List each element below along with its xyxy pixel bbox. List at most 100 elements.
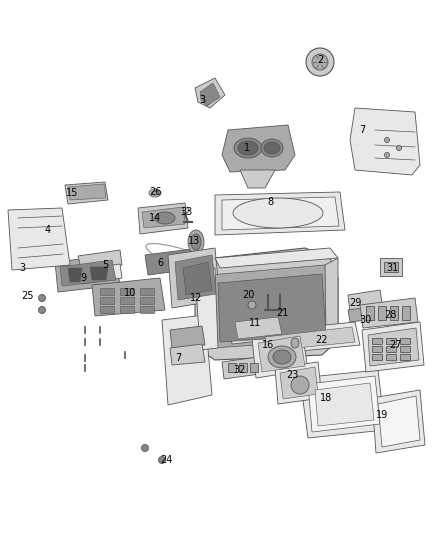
Text: 20: 20 <box>242 290 254 300</box>
Polygon shape <box>210 265 330 348</box>
Polygon shape <box>170 344 205 365</box>
Ellipse shape <box>385 152 389 157</box>
Text: 9: 9 <box>80 273 86 283</box>
Ellipse shape <box>248 301 256 309</box>
Text: 22: 22 <box>316 335 328 345</box>
Text: 7: 7 <box>175 353 181 363</box>
Bar <box>120 288 134 295</box>
Text: 12: 12 <box>190 293 202 303</box>
Ellipse shape <box>183 207 189 213</box>
Polygon shape <box>378 396 420 447</box>
Polygon shape <box>308 376 380 432</box>
Ellipse shape <box>39 306 46 313</box>
Ellipse shape <box>149 189 161 197</box>
Polygon shape <box>240 170 275 188</box>
Polygon shape <box>348 303 400 322</box>
Bar <box>400 354 410 360</box>
Text: 15: 15 <box>66 188 78 198</box>
Polygon shape <box>265 327 355 351</box>
Ellipse shape <box>385 138 389 142</box>
Bar <box>100 306 114 313</box>
Polygon shape <box>222 125 295 172</box>
Polygon shape <box>68 184 106 200</box>
Text: 3: 3 <box>19 263 25 273</box>
Text: 21: 21 <box>276 308 288 318</box>
Polygon shape <box>90 267 108 280</box>
Text: 19: 19 <box>376 410 388 420</box>
Polygon shape <box>65 182 108 204</box>
Bar <box>239 363 247 372</box>
Bar <box>250 363 258 372</box>
Polygon shape <box>170 326 205 348</box>
Text: 28: 28 <box>384 310 396 320</box>
Text: 6: 6 <box>157 258 163 268</box>
Ellipse shape <box>312 54 328 70</box>
Polygon shape <box>300 370 385 438</box>
Bar <box>120 297 134 304</box>
Bar <box>400 338 410 344</box>
Polygon shape <box>138 203 188 234</box>
Text: 29: 29 <box>349 298 361 308</box>
Bar <box>390 306 398 320</box>
Polygon shape <box>368 328 419 366</box>
Bar <box>378 306 386 320</box>
Ellipse shape <box>233 198 323 228</box>
Text: 31: 31 <box>386 263 398 273</box>
Polygon shape <box>258 322 360 355</box>
Polygon shape <box>142 207 185 228</box>
Text: 23: 23 <box>286 370 298 380</box>
Bar <box>380 258 402 276</box>
Ellipse shape <box>141 445 148 451</box>
Polygon shape <box>372 390 425 453</box>
Polygon shape <box>195 248 338 360</box>
Polygon shape <box>348 290 383 312</box>
Polygon shape <box>215 248 338 268</box>
Polygon shape <box>275 362 322 404</box>
Bar <box>100 297 114 304</box>
Polygon shape <box>258 336 305 372</box>
Bar <box>372 346 382 352</box>
Polygon shape <box>195 268 218 350</box>
Bar <box>386 338 396 344</box>
Ellipse shape <box>155 212 175 224</box>
Polygon shape <box>228 312 285 344</box>
Bar <box>366 306 374 320</box>
Polygon shape <box>162 315 212 405</box>
Bar <box>400 346 410 352</box>
Polygon shape <box>200 83 220 106</box>
Text: 4: 4 <box>45 225 51 235</box>
Text: 18: 18 <box>320 393 332 403</box>
Bar <box>386 346 396 352</box>
Bar <box>384 262 398 272</box>
Ellipse shape <box>261 139 283 157</box>
Polygon shape <box>350 108 420 175</box>
Polygon shape <box>195 78 225 108</box>
Polygon shape <box>315 383 374 426</box>
Text: 10: 10 <box>124 288 136 298</box>
Polygon shape <box>250 280 296 300</box>
Bar <box>140 297 154 304</box>
Ellipse shape <box>238 141 258 155</box>
Bar <box>402 306 410 320</box>
Bar <box>100 288 114 295</box>
Text: 32: 32 <box>234 365 246 375</box>
Ellipse shape <box>306 48 334 76</box>
Text: 8: 8 <box>267 197 273 207</box>
Ellipse shape <box>234 138 262 158</box>
Polygon shape <box>325 258 338 340</box>
Bar <box>386 354 396 360</box>
Ellipse shape <box>188 230 204 254</box>
Bar <box>120 306 134 313</box>
Polygon shape <box>222 197 339 230</box>
Polygon shape <box>252 330 308 378</box>
Text: 25: 25 <box>22 291 34 301</box>
Ellipse shape <box>264 142 280 154</box>
Text: 27: 27 <box>389 340 401 350</box>
Text: 24: 24 <box>160 455 172 465</box>
Polygon shape <box>360 298 418 328</box>
Polygon shape <box>362 322 424 372</box>
Ellipse shape <box>273 350 291 364</box>
Polygon shape <box>55 255 120 292</box>
Text: 26: 26 <box>149 187 161 197</box>
Text: 11: 11 <box>249 318 261 328</box>
